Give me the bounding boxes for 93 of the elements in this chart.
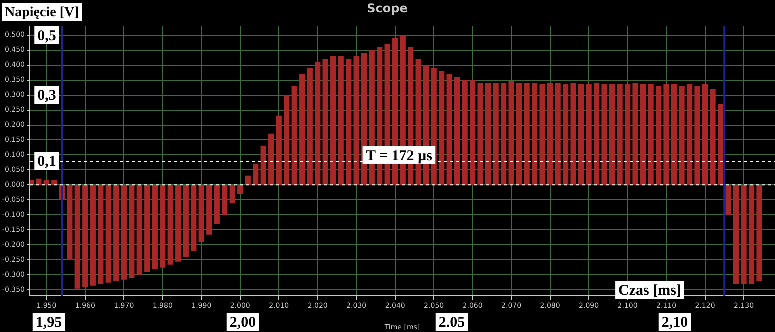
bar	[602, 84, 608, 185]
bar	[679, 86, 685, 185]
bar	[532, 82, 538, 185]
bar	[648, 84, 654, 185]
bar	[214, 185, 220, 224]
bar	[485, 82, 492, 185]
bar	[454, 76, 460, 185]
bar	[98, 185, 104, 284]
bar	[694, 86, 700, 185]
bar	[640, 84, 646, 185]
annotation: T = 172 µs	[366, 148, 433, 164]
text: 1,95	[36, 314, 62, 331]
bar	[748, 185, 755, 284]
bar	[330, 56, 336, 185]
bar	[632, 82, 638, 185]
bar	[307, 68, 313, 185]
bar	[74, 185, 80, 289]
bar	[578, 84, 584, 185]
bar	[478, 82, 484, 185]
bar	[493, 82, 499, 185]
text: 2.05	[438, 314, 466, 331]
bar	[594, 82, 600, 185]
bar	[624, 84, 631, 185]
bar	[238, 185, 244, 194]
bar	[144, 185, 150, 272]
bar	[338, 56, 344, 185]
bar	[500, 82, 507, 185]
bar	[67, 185, 73, 260]
bar	[446, 74, 452, 185]
bar	[121, 185, 127, 280]
bar	[562, 84, 569, 185]
bar	[176, 185, 182, 262]
bar	[183, 185, 189, 258]
text: 2,10	[662, 314, 688, 331]
bar	[516, 82, 522, 185]
bar	[726, 185, 732, 216]
annotation: 0,5	[38, 28, 56, 44]
bar	[44, 180, 50, 185]
bar	[710, 88, 716, 185]
bar	[292, 86, 298, 185]
bar	[462, 80, 468, 185]
bar	[671, 84, 678, 185]
bar	[741, 185, 747, 284]
bar	[756, 185, 762, 282]
bar	[268, 134, 274, 185]
bar	[322, 59, 328, 185]
bar	[617, 84, 623, 185]
bar	[260, 146, 266, 185]
bar	[438, 71, 445, 185]
chart-title: Scope	[367, 1, 408, 16]
bar	[346, 59, 352, 185]
bar	[664, 84, 670, 185]
bar	[245, 176, 251, 185]
bar	[36, 178, 42, 185]
bar	[354, 56, 360, 185]
bar	[230, 185, 236, 204]
text: 2,00	[230, 314, 256, 331]
bar	[508, 81, 514, 185]
annotation: Czas [ms]	[618, 282, 682, 299]
bar	[686, 84, 693, 185]
bar	[222, 185, 228, 216]
bar	[106, 185, 112, 283]
annotation: 0,3	[38, 88, 56, 104]
bar	[570, 82, 576, 185]
bar	[718, 104, 724, 185]
bar	[656, 86, 662, 185]
bar	[152, 185, 158, 270]
bar	[547, 82, 554, 185]
bar	[136, 185, 142, 276]
bar	[300, 74, 306, 185]
bar	[524, 82, 530, 185]
bar	[160, 185, 166, 268]
bar	[276, 116, 282, 185]
annotation: 0,1	[38, 154, 56, 170]
bar	[555, 82, 561, 185]
y-axis-title: Napięcie [V]	[5, 6, 80, 21]
bar	[315, 62, 321, 185]
bar	[206, 185, 212, 235]
bar	[168, 185, 174, 265]
bar	[733, 185, 740, 284]
bar	[702, 84, 708, 185]
bar	[253, 164, 259, 185]
bar	[90, 185, 96, 286]
bar	[129, 185, 135, 278]
bar	[198, 185, 204, 242]
bar	[191, 185, 197, 252]
bar	[540, 84, 546, 185]
bar	[82, 185, 88, 288]
bar	[609, 84, 616, 185]
bar	[586, 84, 592, 185]
bar	[470, 80, 476, 185]
bar	[284, 94, 290, 185]
bar	[114, 185, 120, 282]
